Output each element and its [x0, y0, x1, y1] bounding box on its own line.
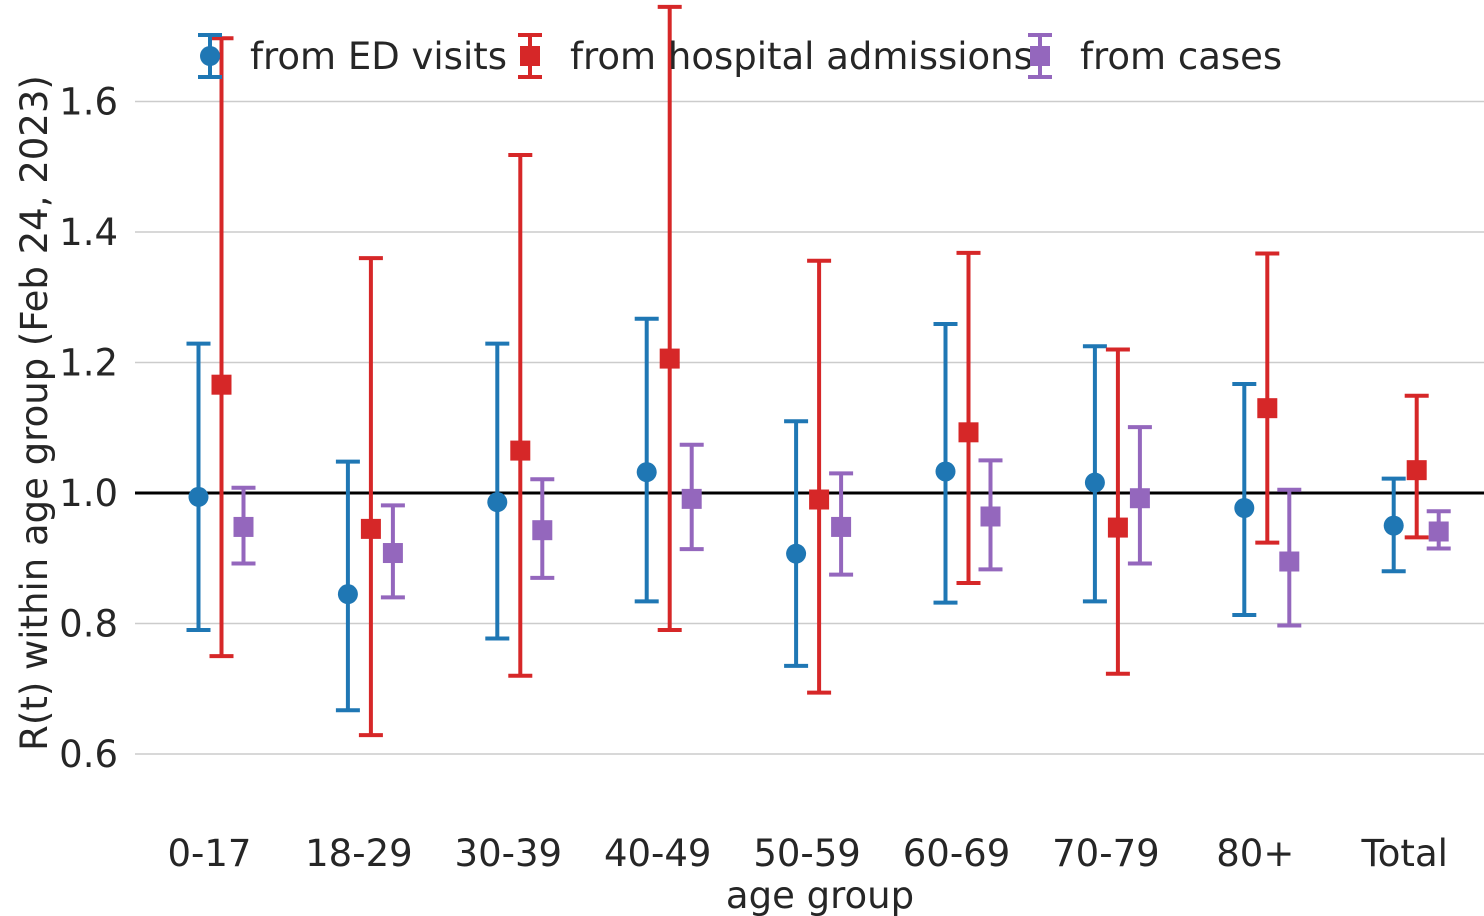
- legend-marker: [520, 46, 540, 66]
- data-point: [487, 492, 508, 513]
- legend-label: from hospital admissions: [570, 35, 1033, 78]
- y-tick-label: 0.6: [59, 733, 118, 776]
- x-tick-label: 60-69: [903, 832, 1011, 875]
- data-point: [360, 518, 381, 539]
- legend-label: from cases: [1080, 35, 1282, 78]
- x-axis-label: age group: [726, 874, 914, 916]
- x-tick-label: 70-79: [1052, 832, 1160, 875]
- data-point: [1428, 521, 1449, 542]
- data-point: [233, 516, 254, 537]
- x-tick-label: 18-29: [305, 832, 413, 875]
- data-point: [1084, 472, 1105, 493]
- data-point: [1107, 517, 1128, 538]
- data-point: [337, 584, 358, 605]
- data-point: [1279, 551, 1300, 572]
- gridlines: [135, 100, 1484, 755]
- data-point: [831, 516, 852, 537]
- legend: from ED visits from hospital admissions fr…: [198, 33, 1282, 79]
- data-point: [659, 348, 680, 369]
- data-point: [980, 506, 1001, 527]
- y-tick-label: 1.4: [59, 211, 118, 254]
- x-tick-labels: 0-17 18-29 30-39 40-49 50-59 60-69 70-79 80+ Tot…: [168, 832, 1448, 875]
- series-2: [209, 4, 1429, 738]
- x-tick-label: Total: [1360, 832, 1447, 875]
- y-tick-label: 1.0: [59, 472, 118, 515]
- y-tick-labels: 0.6 0.8 1.0 1.2 1.4 1.6: [59, 81, 118, 777]
- data-point: [809, 489, 830, 510]
- y-tick-label: 1.2: [59, 342, 118, 385]
- legend-entry: from ED visits: [198, 33, 507, 79]
- x-tick-label: 40-49: [604, 832, 712, 875]
- data-point: [1383, 515, 1404, 536]
- data-point: [1129, 488, 1150, 509]
- data-point: [636, 462, 657, 483]
- x-tick-label: 80+: [1216, 832, 1294, 875]
- x-tick-label: 50-59: [753, 832, 861, 875]
- data-point: [1234, 498, 1255, 519]
- legend-entry: from cases: [1028, 33, 1282, 79]
- legend-marker: [1030, 46, 1050, 66]
- series-3: [231, 425, 1451, 628]
- data-point: [935, 461, 956, 482]
- data-point: [1257, 398, 1278, 419]
- series-1: [186, 316, 1406, 713]
- y-tick-label: 0.8: [59, 603, 118, 646]
- data-point: [532, 520, 553, 541]
- x-tick-label: 30-39: [455, 832, 563, 875]
- data-point: [786, 543, 807, 564]
- data-point: [958, 422, 979, 443]
- legend-marker: [200, 46, 220, 66]
- y-tick-label: 1.6: [59, 81, 118, 124]
- data-point: [211, 374, 232, 395]
- data-point: [681, 488, 702, 509]
- data-point: [188, 486, 209, 507]
- legend-entry: from hospital admissions: [518, 33, 1033, 79]
- x-tick-label: 0-17: [168, 832, 252, 875]
- data-point: [510, 440, 531, 461]
- y-axis-label: R(t) within age group (Feb 24, 2023): [13, 75, 56, 751]
- plot-series: [186, 4, 1451, 738]
- data-point: [1406, 460, 1427, 481]
- legend-label: from ED visits: [250, 35, 507, 78]
- data-point: [382, 543, 403, 564]
